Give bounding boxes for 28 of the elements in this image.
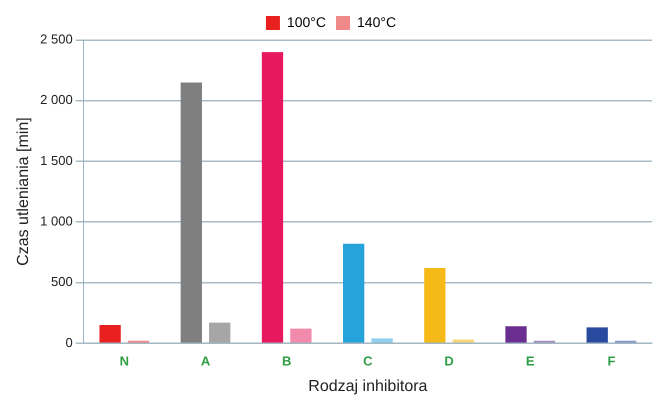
x-tick-label: E	[526, 354, 535, 369]
bar	[371, 338, 393, 342]
y-tick-label: 0	[65, 334, 73, 350]
y-tick-label: 1 500	[40, 152, 73, 168]
y-tick-label: 500	[51, 274, 73, 290]
bar	[505, 326, 527, 342]
legend-label: 100°C	[286, 14, 326, 30]
bar	[262, 52, 284, 342]
legend-label: 140°C	[357, 14, 396, 30]
bar	[99, 325, 121, 342]
x-axis-title: Rodzaj inhibitora	[308, 378, 428, 395]
x-tick-label: C	[363, 354, 374, 369]
x-tick-label: D	[444, 354, 454, 369]
bar	[452, 340, 474, 342]
bar	[343, 244, 364, 342]
x-tick-label: A	[200, 354, 211, 369]
bar	[586, 327, 608, 342]
x-tick-label: B	[282, 354, 292, 369]
x-tick-label: N	[120, 354, 130, 369]
y-tick-label: 2 000	[40, 92, 73, 108]
y-axis-title: Czas utleniania [min]	[15, 117, 32, 266]
bar	[290, 328, 312, 342]
y-tick-label: 2 500	[40, 32, 73, 47]
bar	[180, 82, 202, 342]
y-tick-label: 1 000	[40, 214, 73, 228]
bar	[424, 268, 446, 342]
x-tick-label: F	[607, 354, 616, 369]
bar	[209, 322, 230, 342]
